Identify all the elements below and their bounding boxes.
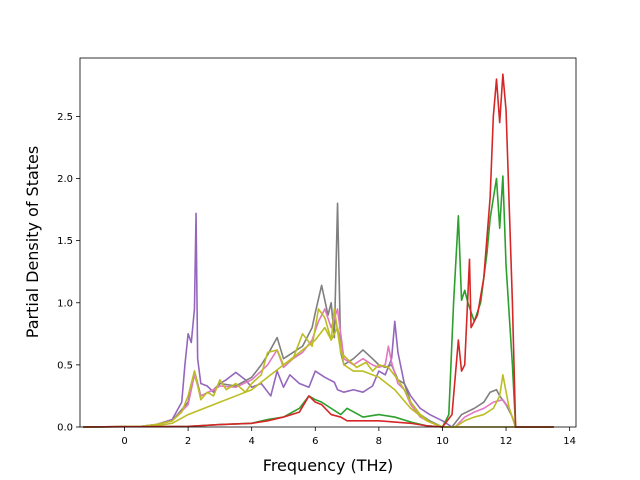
x-tick-label: 12	[500, 436, 513, 447]
x-tick-label: 0	[121, 436, 127, 447]
y-tick-label: 2.0	[57, 174, 73, 185]
x-axis-label: Frequency (THz)	[263, 456, 393, 475]
x-axis: 0 2 4 6 8 10 12 14	[121, 427, 576, 447]
series-layer	[83, 73, 554, 428]
x-tick-label: 6	[312, 436, 318, 447]
y-tick-label: 1.5	[57, 236, 73, 247]
y-axis: 0.0 0.5 1.0 1.5 2.0 2.5	[57, 112, 80, 434]
x-tick-label: 2	[185, 436, 191, 447]
x-tick-label: 8	[376, 436, 382, 447]
y-tick-label: 1.0	[57, 298, 73, 309]
series-line-7	[83, 73, 554, 428]
series-line-5	[83, 326, 554, 428]
series-line-2	[83, 202, 554, 428]
y-tick-label: 0.0	[57, 423, 73, 434]
x-tick-label: 4	[249, 436, 255, 447]
y-tick-label: 0.5	[57, 360, 73, 371]
series-line-3	[83, 308, 554, 428]
x-tick-label: 14	[563, 436, 576, 447]
y-tick-label: 2.5	[57, 112, 73, 123]
y-axis-label: Partial Density of States	[23, 146, 42, 338]
x-tick-label: 10	[436, 436, 449, 447]
plot-frame	[79, 57, 577, 428]
series-line-1	[83, 212, 554, 428]
